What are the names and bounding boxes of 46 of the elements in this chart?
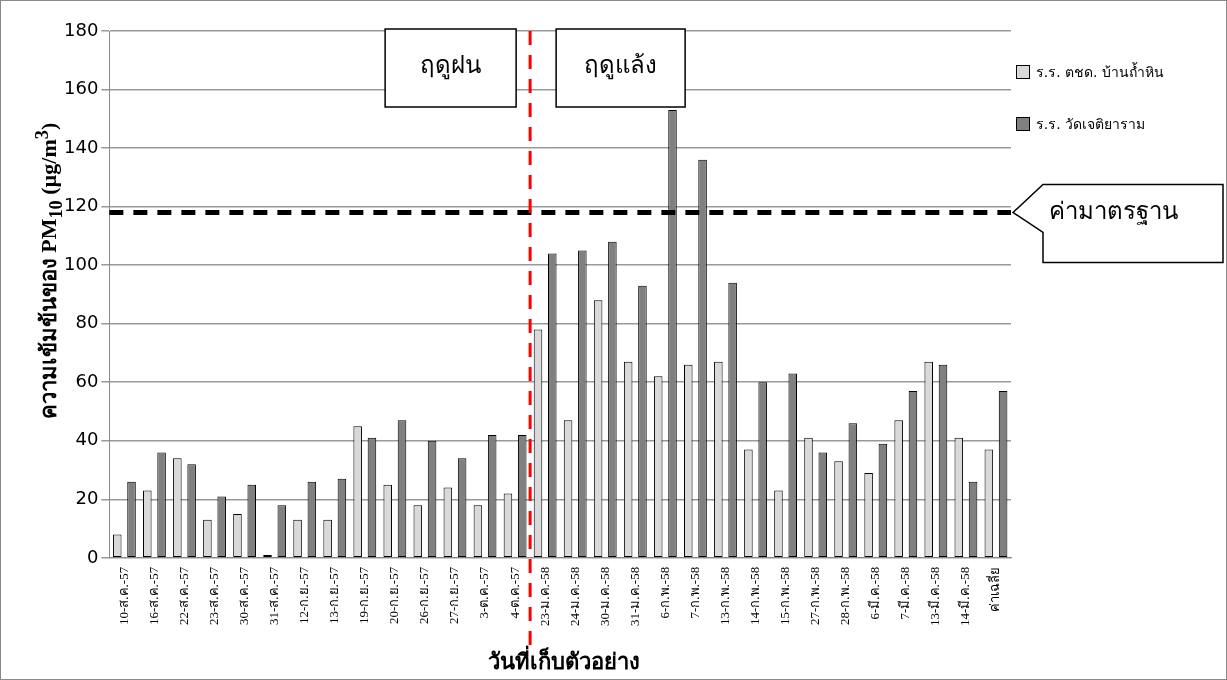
y-tick-label: 100: [64, 252, 99, 274]
x-tick-label: 15-ก.พ.-58: [777, 566, 793, 626]
ref-line-label: ค่ามาตรฐาน: [1049, 196, 1178, 225]
x-tick-label: 7-มี.ค.-58: [897, 566, 913, 620]
x-axis-title: วันที่เก็บตัวอย่าง: [488, 644, 640, 676]
y-tick-label: 80: [75, 311, 99, 333]
x-tick-label: 13-มี.ค.-58: [927, 566, 943, 627]
x-tick-label: 3-ต.ค.-57: [476, 566, 492, 619]
x-tick-label: 30-ส.ค.-57: [236, 566, 252, 626]
x-tick-label: 27-ก.พ.-58: [807, 566, 823, 626]
x-tick-label: 14-ก.พ.-58: [746, 566, 762, 626]
x-tick-label: 31-ม.ค.-58: [626, 566, 642, 627]
legend-label: ร.ร. ตชด. บ้านถ้ำหิน: [1034, 61, 1164, 82]
x-tick-label: 12-ก.ย.-57: [296, 566, 312, 625]
y-tick-label: 60: [75, 369, 99, 391]
x-tick-label: 22-ส.ค.-57: [175, 566, 191, 626]
y-tick-label: 160: [64, 77, 99, 99]
legend-label: ร.ร. วัดเจติยาราม: [1034, 115, 1147, 134]
x-tick-label: 13-ก.พ.-58: [716, 566, 732, 626]
x-tick-label: 27-ก.ย.-57: [446, 566, 462, 625]
y-tick-label: 0: [86, 545, 99, 567]
x-tick-label: 16-ส.ค.-57: [145, 566, 161, 626]
y-tick-label: 120: [64, 194, 99, 216]
annotation: ฤดูแล้ง: [584, 51, 658, 81]
x-tick-label: 4-ต.ค.-57: [506, 566, 522, 619]
x-tick-label: 19-ก.ย.-57: [356, 566, 372, 625]
annotation: ฤดูฝน: [420, 51, 482, 81]
x-tick-label: 7-ก.พ.-58: [686, 566, 702, 619]
x-tick-label: 26-ก.ย.-57: [416, 566, 432, 625]
x-tick-label: 23-ส.ค.-57: [205, 566, 221, 626]
x-tick-label: 6-มี.ค.-58: [867, 566, 883, 620]
x-tick-label: 23-ม.ค.-58: [536, 566, 552, 627]
x-tick-label: 10-ส.ค.-57: [115, 566, 131, 626]
x-tick-label: 30-ม.ค.-58: [596, 566, 612, 627]
x-tick-label: 6-ก.พ.-58: [656, 566, 672, 619]
y-tick-label: 40: [75, 428, 99, 450]
y-tick-label: 180: [64, 18, 99, 40]
x-tick-label: 14-มี.ค.-58: [957, 566, 973, 627]
x-tick-label: 24-ม.ค.-58: [566, 566, 582, 627]
y-tick-label: 140: [64, 135, 99, 157]
x-tick-label: 13-ก.ย.-57: [326, 566, 342, 625]
x-tick-label: 28-ก.พ.-58: [837, 566, 853, 626]
x-tick-label: 20-ก.ย.-57: [386, 566, 402, 625]
x-tick-label: ค่าเฉลี่ย: [986, 566, 1003, 612]
x-tick-label: 31-ส.ค.-57: [266, 566, 282, 626]
y-tick-label: 20: [75, 486, 99, 508]
